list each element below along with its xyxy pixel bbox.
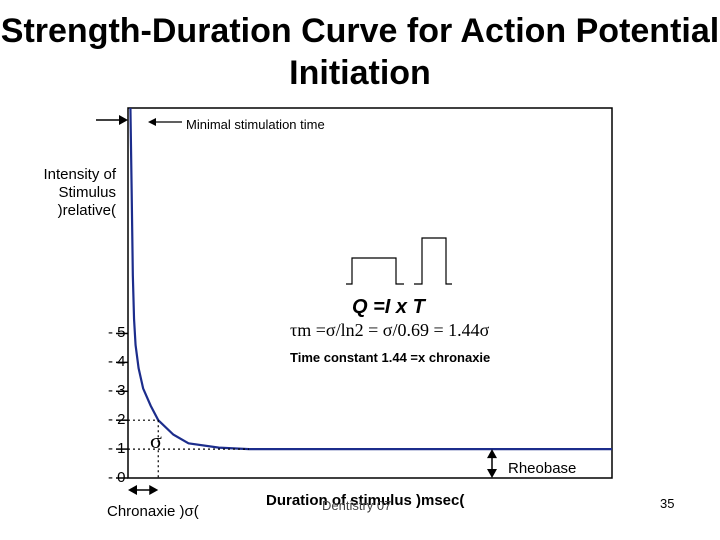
plot-frame: [127, 107, 613, 479]
chronaxie-arrowhead-right: [149, 485, 159, 495]
charge-formula: Q =I x T: [352, 296, 425, 318]
long-pulse-icon: [346, 257, 404, 285]
min-stim-pointer-arrowhead: [148, 118, 156, 126]
y-tick-label: - 1: [108, 440, 126, 458]
y-tick-label: - 0: [108, 469, 126, 486]
rheobase-arrowhead-bottom: [487, 469, 497, 478]
minimal-stimulation-label: Minimal stimulation time: [186, 117, 325, 132]
stray-text: Dentistry 07: [322, 498, 392, 513]
y-tick-label: - 5: [108, 324, 126, 342]
x-axis-label: Duration of stimulus )msec(: [266, 492, 465, 509]
tau-formula: τm =σ/ln2 = σ/0.69 = 1.44σ: [290, 320, 490, 340]
top-left-arrowhead: [119, 115, 128, 125]
time-constant-note: Time constant 1.44 =x chronaxie: [290, 350, 491, 365]
chronaxie-arrowhead-left: [128, 485, 137, 495]
y-tick-label: - 4: [108, 353, 126, 371]
chart-title: Strength-Duration Curve for Action Poten…: [0, 12, 720, 92]
y-tick-label: - 2: [108, 411, 126, 429]
chronaxie-label: Chronaxie )σ(: [107, 503, 199, 520]
curve-line: [129, 107, 612, 451]
sigma-label: σ: [150, 428, 162, 453]
rheobase-arrowhead-top: [487, 449, 497, 459]
y-tick-label: - 3: [108, 382, 126, 400]
page-number: 35: [660, 496, 675, 511]
y-axis-label: Intensity of Stimulus )relative(: [43, 166, 116, 219]
rheobase-label: Rheobase: [508, 460, 577, 477]
short-pulse-icon: [414, 237, 452, 285]
